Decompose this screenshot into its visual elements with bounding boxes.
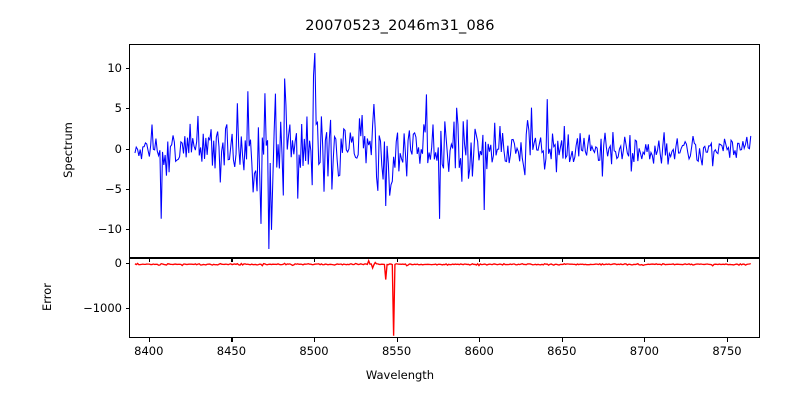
x-tick-label: 8700 bbox=[629, 344, 659, 358]
x-tick-mark bbox=[479, 258, 481, 262]
y-tick-label: −1000 bbox=[83, 300, 122, 315]
x-tick-mark bbox=[231, 338, 233, 342]
y-tick-label: −10 bbox=[97, 222, 122, 237]
x-tick-label: 8500 bbox=[299, 344, 329, 358]
x-tick-mark bbox=[231, 258, 233, 262]
x-tick-label: 8550 bbox=[381, 344, 412, 358]
x-tick-mark bbox=[148, 258, 150, 262]
x-tick-label: 8750 bbox=[712, 344, 742, 358]
y-tick-label: 0 bbox=[114, 255, 122, 270]
y-tick-label: 0 bbox=[114, 141, 122, 156]
spectrum-y-axis-label: Spectrum bbox=[61, 122, 75, 178]
y-tick-mark bbox=[125, 307, 129, 309]
y-tick-mark bbox=[125, 262, 129, 265]
y-tick-label: −5 bbox=[105, 181, 122, 196]
y-tick-mark bbox=[125, 229, 129, 231]
x-tick-mark bbox=[644, 338, 646, 342]
error-line-plot bbox=[130, 259, 759, 337]
x-tick-mark bbox=[561, 338, 563, 342]
x-tick-mark bbox=[396, 338, 398, 342]
x-tick-mark bbox=[314, 338, 316, 342]
y-tick-mark bbox=[125, 68, 129, 70]
y-tick-label: 5 bbox=[114, 101, 122, 116]
x-tick-mark bbox=[314, 258, 316, 262]
x-tick-mark bbox=[561, 258, 563, 262]
x-tick-label: 8450 bbox=[216, 344, 247, 358]
x-tick-label: 8400 bbox=[134, 344, 164, 358]
y-tick-mark bbox=[125, 108, 129, 110]
y-tick-mark bbox=[125, 188, 129, 190]
x-axis-label: Wavelength bbox=[365, 368, 435, 382]
x-tick-mark bbox=[726, 338, 729, 342]
error-y-axis-label: Error bbox=[40, 282, 54, 312]
x-tick-label: 8650 bbox=[547, 344, 577, 358]
spectrum-line-plot bbox=[130, 45, 759, 257]
x-tick-mark bbox=[479, 338, 481, 342]
x-tick-mark bbox=[148, 338, 150, 342]
y-tick-label: 10 bbox=[107, 61, 122, 76]
spectrum-axes bbox=[129, 44, 760, 258]
x-tick-label: 8600 bbox=[464, 344, 494, 358]
y-tick-mark bbox=[125, 148, 129, 150]
x-tick-mark bbox=[726, 258, 729, 262]
figure-title: 20070523_2046m31_086 bbox=[305, 18, 495, 34]
x-tick-mark bbox=[396, 258, 398, 262]
x-tick-mark bbox=[644, 258, 646, 262]
error-axes bbox=[129, 258, 760, 338]
